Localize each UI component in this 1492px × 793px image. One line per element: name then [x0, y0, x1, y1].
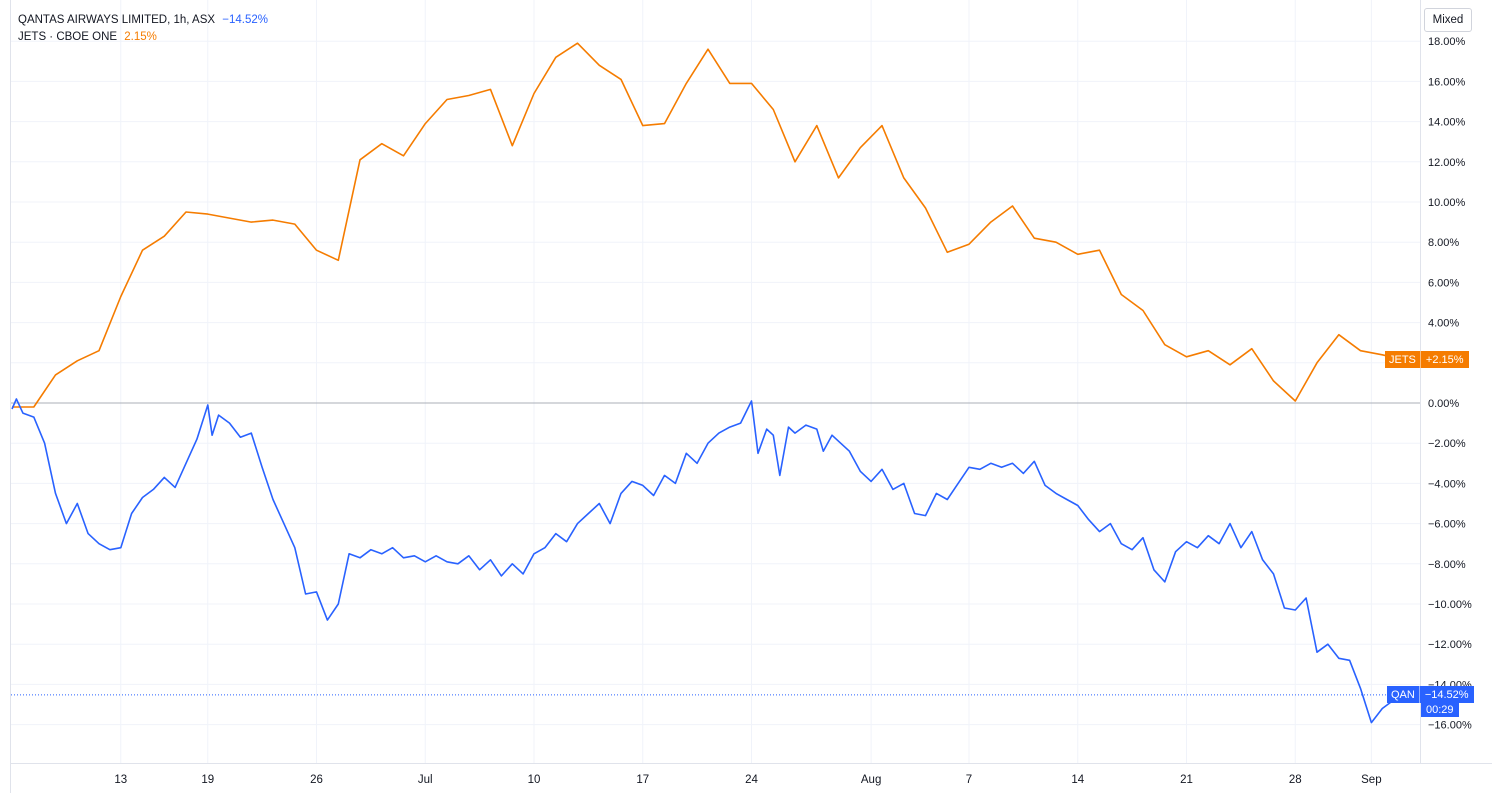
legend-jets-change: 2.15% — [124, 31, 157, 43]
legend-qan-title: QANTAS AIRWAYS LIMITED, 1h, ASX — [18, 14, 216, 26]
x-tick-label: 28 — [1289, 774, 1302, 786]
y-tick-label: 10.00% — [1428, 197, 1466, 209]
scale-mode-button[interactable]: Mixed — [1424, 8, 1472, 32]
jets-tag-value: +2.15% — [1425, 353, 1464, 366]
x-tick-label: 7 — [966, 774, 972, 786]
time-axis[interactable]: 13 19 26 Jul 10 17 24 Aug 7 14 21 28 Sep — [114, 774, 1381, 786]
legend-row-jets[interactable]: JETS · CBOE ONE 2.15% — [18, 29, 268, 46]
qan-price-tag: QAN −14.52% 00:29 — [1387, 686, 1474, 718]
x-tick-label: Jul — [418, 774, 433, 786]
y-tick-label: 14.00% — [1428, 117, 1466, 129]
series-line-jets — [12, 42, 1405, 408]
vertical-gridlines — [120, 0, 1372, 763]
y-tick-label: 6.00% — [1428, 277, 1459, 289]
y-tick-label: −4.00% — [1428, 478, 1466, 490]
series-line-qan — [11, 398, 1405, 724]
y-tick-label: −2.00% — [1428, 438, 1466, 450]
y-tick-label: −6.00% — [1428, 519, 1466, 531]
x-tick-label: 10 — [528, 774, 541, 786]
y-tick-label: −10.00% — [1428, 599, 1472, 611]
x-tick-label: 17 — [636, 774, 649, 786]
x-tick-label: 19 — [201, 774, 214, 786]
x-tick-label: 14 — [1071, 774, 1084, 786]
y-tick-label: −8.00% — [1428, 559, 1466, 571]
y-tick-label: −16.00% — [1428, 720, 1472, 732]
x-tick-label: 21 — [1180, 774, 1193, 786]
price-axis[interactable]: 18.00% 16.00% 14.00% 12.00% 10.00% 8.00% 6.00%… — [1428, 36, 1472, 731]
y-tick-label: 18.00% — [1428, 36, 1466, 48]
y-tick-label: 4.00% — [1428, 318, 1459, 330]
y-tick-label: −12.00% — [1428, 639, 1472, 651]
x-tick-label: 13 — [114, 774, 127, 786]
x-tick-label: 24 — [745, 774, 758, 786]
legend: QANTAS AIRWAYS LIMITED, 1h, ASX −14.52% … — [18, 12, 268, 46]
legend-jets-title: JETS · CBOE ONE — [18, 31, 118, 43]
x-tick-label: Aug — [861, 774, 881, 786]
qan-tag-countdown: 00:29 — [1421, 703, 1459, 718]
y-tick-label: 8.00% — [1428, 237, 1459, 249]
y-tick-label: 0.00% — [1428, 398, 1459, 410]
y-tick-label: 16.00% — [1428, 76, 1466, 88]
x-tick-label: 26 — [310, 774, 323, 786]
qan-tag-symbol: QAN — [1387, 686, 1420, 704]
y-tick-label: 12.00% — [1428, 157, 1466, 169]
jets-tag-symbol: JETS — [1385, 351, 1421, 369]
qan-tag-value: −14.52% — [1424, 688, 1469, 701]
jets-price-tag: JETS +2.15% — [1385, 351, 1469, 369]
horizontal-gridlines — [11, 40, 1420, 726]
x-tick-label: Sep — [1361, 774, 1381, 786]
legend-row-qan[interactable]: QANTAS AIRWAYS LIMITED, 1h, ASX −14.52% — [18, 12, 268, 29]
legend-qan-change: −14.52% — [222, 14, 268, 26]
